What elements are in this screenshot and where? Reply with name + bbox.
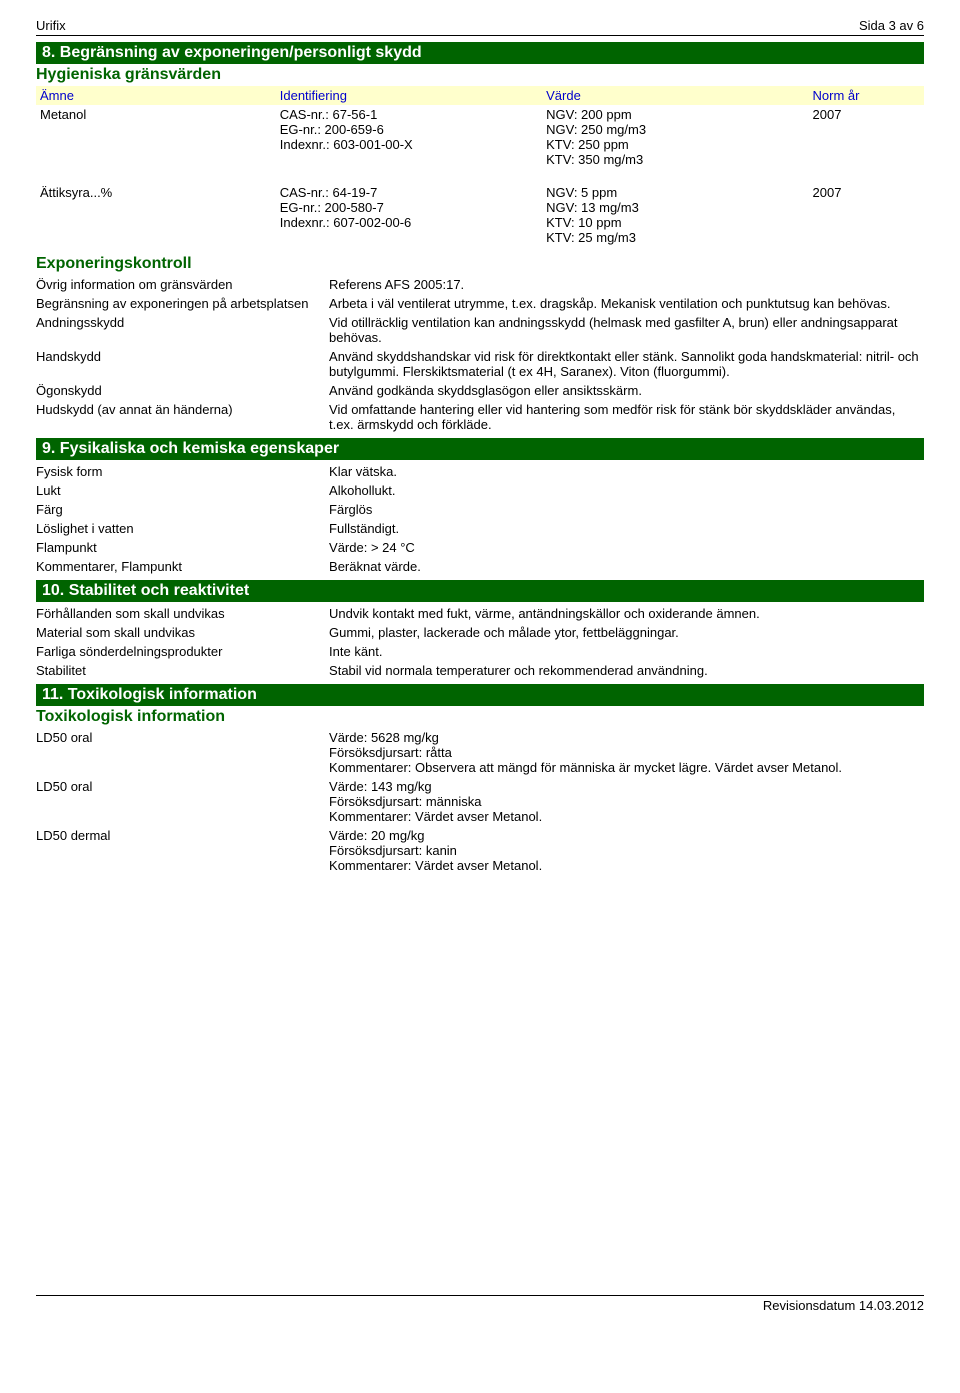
- kv-key: Färg: [36, 500, 329, 519]
- kv-key: Kommentarer, Flampunkt: [36, 557, 329, 576]
- table-row: LuktAlkohollukt.: [36, 481, 924, 500]
- kv-val: Inte känt.: [329, 642, 924, 661]
- kv-val: Referens AFS 2005:17.: [329, 275, 924, 294]
- table-row: HandskyddAnvänd skyddshandskar vid risk …: [36, 347, 924, 381]
- section-11-title: 11. Toxikologisk information: [36, 684, 924, 706]
- table-row: Ättiksyra...% CAS-nr.: 64-19-7EG-nr.: 20…: [36, 183, 924, 247]
- kv-key: Farliga sönderdelningsprodukter: [36, 642, 329, 661]
- page-footer: Revisionsdatum 14.03.2012: [36, 1295, 924, 1313]
- kv-val: Fullständigt.: [329, 519, 924, 538]
- col-identifiering: Identifiering: [276, 86, 542, 105]
- kv-key: LD50 oral: [36, 777, 329, 826]
- table-row: ÖgonskyddAnvänd godkända skyddsglasögon …: [36, 381, 924, 400]
- cell-ident: CAS-nr.: 64-19-7EG-nr.: 200-580-7Indexnr…: [276, 183, 542, 247]
- table-row: FärgFärglös: [36, 500, 924, 519]
- doc-name: Urifix: [36, 18, 66, 33]
- kv-val: Värde: 5628 mg/kgFörsöksdjursart: råttaK…: [329, 728, 924, 777]
- exposure-control-heading: Exponeringskontroll: [36, 255, 924, 273]
- table-row: Förhållanden som skall undvikasUndvik ko…: [36, 604, 924, 623]
- table-row: Metanol CAS-nr.: 67-56-1EG-nr.: 200-659-…: [36, 105, 924, 169]
- stability-table: Förhållanden som skall undvikasUndvik ko…: [36, 604, 924, 680]
- substance-table: Ämne Identifiering Värde Norm år Metanol…: [36, 86, 924, 247]
- kv-val: Värde: 20 mg/kgFörsöksdjursart: kaninKom…: [329, 826, 924, 875]
- table-row: Farliga sönderdelningsprodukterInte känt…: [36, 642, 924, 661]
- kv-val: Alkohollukt.: [329, 481, 924, 500]
- kv-key: Förhållanden som skall undvikas: [36, 604, 329, 623]
- kv-val: Stabil vid normala temperaturer och reko…: [329, 661, 924, 680]
- table-row: Löslighet i vattenFullständigt.: [36, 519, 924, 538]
- kv-key: LD50 oral: [36, 728, 329, 777]
- kv-key: LD50 dermal: [36, 826, 329, 875]
- kv-key: Övrig information om gränsvärden: [36, 275, 329, 294]
- kv-val: Färglös: [329, 500, 924, 519]
- spacer: [36, 169, 924, 183]
- kv-val: Klar vätska.: [329, 462, 924, 481]
- table-row: Fysisk formKlar vätska.: [36, 462, 924, 481]
- kv-val: Arbeta i väl ventilerat utrymme, t.ex. d…: [329, 294, 924, 313]
- hygienic-limits-heading: Hygieniska gränsvärden: [36, 66, 924, 84]
- section-8-title: 8. Begränsning av exponeringen/personlig…: [36, 42, 924, 64]
- table-row: Begränsning av exponeringen på arbetspla…: [36, 294, 924, 313]
- kv-key: Stabilitet: [36, 661, 329, 680]
- table-row: StabilitetStabil vid normala temperature…: [36, 661, 924, 680]
- kv-key: Andningsskydd: [36, 313, 329, 347]
- cell-name: Metanol: [36, 105, 276, 169]
- cell-year: 2007: [809, 183, 924, 247]
- table-row: Hudskydd (av annat än händerna)Vid omfat…: [36, 400, 924, 434]
- kv-val: Använd skyddshandskar vid risk för direk…: [329, 347, 924, 381]
- table-row: LD50 dermalVärde: 20 mg/kgFörsöksdjursar…: [36, 826, 924, 875]
- col-varde: Värde: [542, 86, 808, 105]
- kv-val: Vid omfattande hantering eller vid hante…: [329, 400, 924, 434]
- table-row: Övrig information om gränsvärdenReferens…: [36, 275, 924, 294]
- col-amne: Ämne: [36, 86, 276, 105]
- table-row: LD50 oralVärde: 143 mg/kgFörsöksdjursart…: [36, 777, 924, 826]
- kv-val: Använd godkända skyddsglasögon eller ans…: [329, 381, 924, 400]
- kv-key: Flampunkt: [36, 538, 329, 557]
- page-header: Urifix Sida 3 av 6: [36, 18, 924, 36]
- table-row: AndningsskyddVid otillräcklig ventilatio…: [36, 313, 924, 347]
- cell-ident: CAS-nr.: 67-56-1EG-nr.: 200-659-6Indexnr…: [276, 105, 542, 169]
- kv-val: Värde: > 24 °C: [329, 538, 924, 557]
- kv-key: Fysisk form: [36, 462, 329, 481]
- kv-key: Ögonskydd: [36, 381, 329, 400]
- cell-value: NGV: 5 ppmNGV: 13 mg/m3KTV: 10 ppmKTV: 2…: [542, 183, 808, 247]
- toxicological-subheading: Toxikologisk information: [36, 708, 924, 726]
- table-row: Kommentarer, FlampunktBeräknat värde.: [36, 557, 924, 576]
- kv-key: Begränsning av exponeringen på arbetspla…: [36, 294, 329, 313]
- section-9-title: 9. Fysikaliska och kemiska egenskaper: [36, 438, 924, 460]
- kv-val: Värde: 143 mg/kgFörsöksdjursart: människ…: [329, 777, 924, 826]
- table-row: LD50 oralVärde: 5628 mg/kgFörsöksdjursar…: [36, 728, 924, 777]
- kv-val: Vid otillräcklig ventilation kan andning…: [329, 313, 924, 347]
- section-10-title: 10. Stabilitet och reaktivitet: [36, 580, 924, 602]
- kv-key: Löslighet i vatten: [36, 519, 329, 538]
- col-norm-ar: Norm år: [809, 86, 924, 105]
- exposure-control-table: Övrig information om gränsvärdenReferens…: [36, 275, 924, 434]
- cell-value: NGV: 200 ppmNGV: 250 mg/m3KTV: 250 ppmKT…: [542, 105, 808, 169]
- kv-val: Undvik kontakt med fukt, värme, antändni…: [329, 604, 924, 623]
- page-number: Sida 3 av 6: [859, 18, 924, 33]
- table-row: FlampunktVärde: > 24 °C: [36, 538, 924, 557]
- kv-key: Lukt: [36, 481, 329, 500]
- cell-name: Ättiksyra...%: [36, 183, 276, 247]
- kv-key: Material som skall undvikas: [36, 623, 329, 642]
- kv-val: Gummi, plaster, lackerade och målade yto…: [329, 623, 924, 642]
- cell-year: 2007: [809, 105, 924, 169]
- revision-date: Revisionsdatum 14.03.2012: [763, 1298, 924, 1313]
- physical-properties-table: Fysisk formKlar vätska. LuktAlkohollukt.…: [36, 462, 924, 576]
- kv-val: Beräknat värde.: [329, 557, 924, 576]
- kv-key: Handskydd: [36, 347, 329, 381]
- table-row: Material som skall undvikasGummi, plaste…: [36, 623, 924, 642]
- kv-key: Hudskydd (av annat än händerna): [36, 400, 329, 434]
- toxicological-table: LD50 oralVärde: 5628 mg/kgFörsöksdjursar…: [36, 728, 924, 875]
